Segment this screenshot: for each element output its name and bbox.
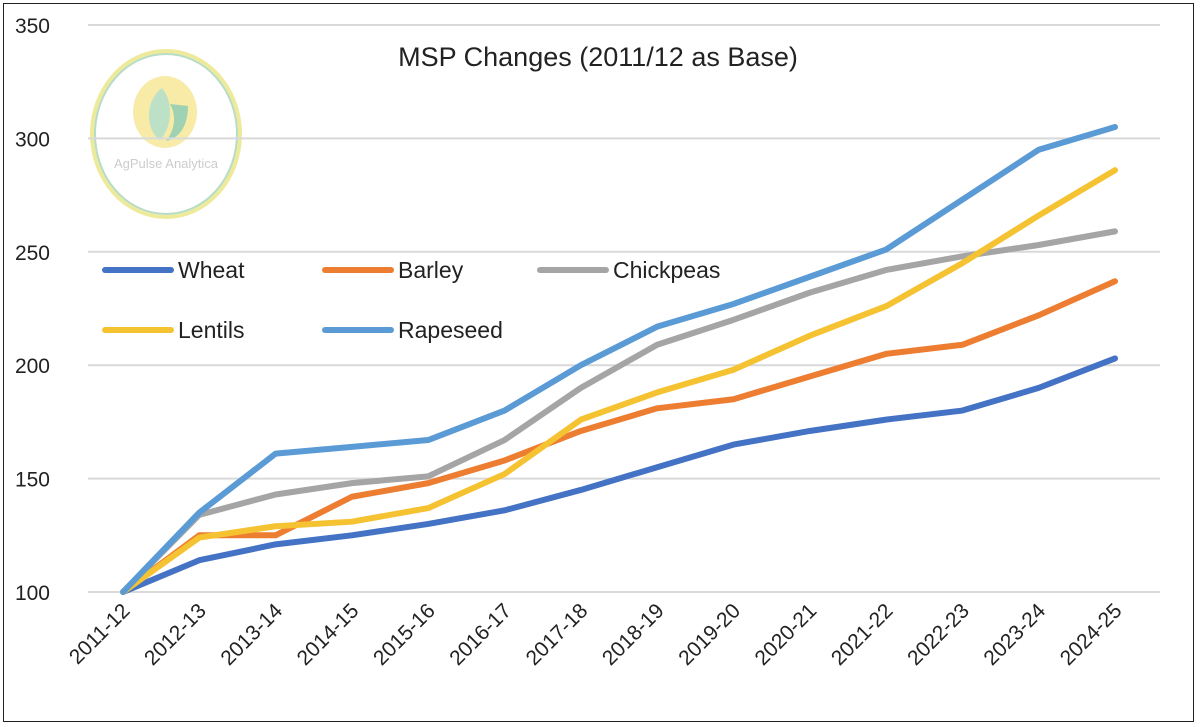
x-tick-label: 2015-16 bbox=[369, 599, 440, 670]
legend-label: Lentils bbox=[178, 317, 244, 343]
y-tick-label: 250 bbox=[15, 242, 50, 265]
legend-label: Chickpeas bbox=[613, 257, 720, 283]
x-tick-label: 2021-22 bbox=[827, 599, 898, 670]
series-line-wheat bbox=[120, 355, 1118, 595]
x-tick-label: 2019-20 bbox=[674, 599, 745, 670]
legend-label: Barley bbox=[398, 257, 464, 283]
x-tick-label: 2012-13 bbox=[140, 599, 211, 670]
x-tick-label: 2014-15 bbox=[293, 599, 364, 670]
x-tick-label: 2016-17 bbox=[445, 599, 516, 670]
chart-frame bbox=[3, 3, 1194, 722]
legend-item-lentils: Lentils bbox=[102, 317, 244, 343]
series-line-chickpeas bbox=[120, 228, 1118, 595]
x-tick-label: 2020-21 bbox=[751, 599, 822, 670]
x-axis-ticks: 2011-12 2012-13 2013-14 2014-15 2015-16 2016-… bbox=[65, 599, 1127, 670]
legend-item-rapeseed: Rapeseed bbox=[322, 317, 503, 343]
x-tick-label: 2018-19 bbox=[598, 599, 669, 670]
legend-item-barley: Barley bbox=[322, 257, 464, 283]
x-tick-label: 2024-25 bbox=[1056, 599, 1127, 670]
y-tick-label: 200 bbox=[15, 355, 50, 378]
y-tick-label: 300 bbox=[15, 128, 50, 151]
logo-text: AgPulse Analytica bbox=[114, 156, 219, 171]
legend-label: Rapeseed bbox=[398, 317, 503, 343]
legend: Wheat Barley Chickpeas Lentils Rapeseed bbox=[102, 257, 720, 343]
y-tick-label: 150 bbox=[15, 469, 50, 492]
legend-item-chickpeas: Chickpeas bbox=[537, 257, 720, 283]
series-lines bbox=[120, 124, 1118, 595]
legend-item-wheat: Wheat bbox=[102, 257, 245, 283]
x-tick-label: 2013-14 bbox=[216, 599, 287, 670]
y-tick-label: 100 bbox=[15, 582, 50, 605]
y-axis-ticks: 100 150 200 250 300 350 bbox=[15, 15, 50, 605]
watermark-logo: AgPulse Analytica bbox=[90, 49, 242, 219]
x-tick-label: 2023-24 bbox=[979, 599, 1050, 670]
x-tick-label: 2011-12 bbox=[65, 599, 135, 669]
series-line-rapeseed bbox=[120, 124, 1118, 595]
series-line-barley bbox=[120, 278, 1118, 595]
x-tick-label: 2017-18 bbox=[522, 599, 593, 670]
x-tick-label: 2022-23 bbox=[903, 599, 974, 670]
series-line-lentils bbox=[120, 167, 1118, 595]
gridlines bbox=[88, 24, 1160, 593]
y-tick-label: 350 bbox=[15, 15, 50, 38]
legend-label: Wheat bbox=[178, 257, 245, 283]
chart-title: MSP Changes (2011/12 as Base) bbox=[398, 42, 798, 72]
